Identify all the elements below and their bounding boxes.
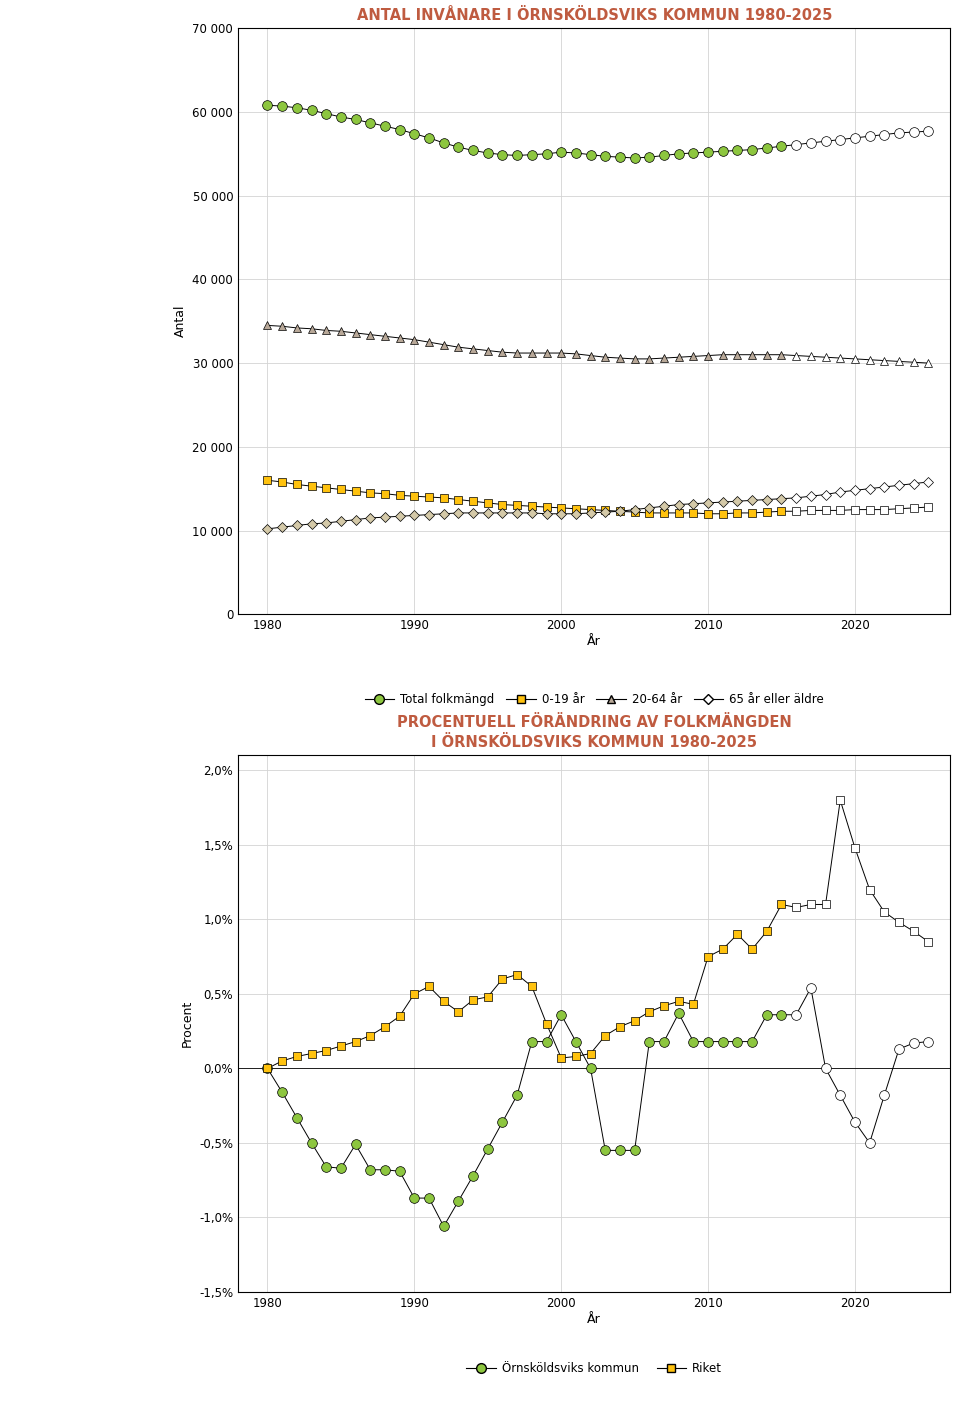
Text: HUR UTVECKLAS
FOLKMÄNGDEN?: HUR UTVECKLAS FOLKMÄNGDEN? <box>22 99 146 128</box>
X-axis label: År: År <box>588 1313 601 1326</box>
Text: ① Historisk utveckling av
folkmängden 1980-2015
samt prognostiserad
folkmängd 20: ① Historisk utveckling av folkmängden 19… <box>22 21 179 69</box>
Text: 8: 8 <box>104 1372 115 1391</box>
X-axis label: År: År <box>588 635 601 648</box>
Title: ANTAL INVÅNARE I ÖRNSKÖLDSVIKS KOMMUN 1980-2025: ANTAL INVÅNARE I ÖRNSKÖLDSVIKS KOMMUN 19… <box>356 8 832 23</box>
Y-axis label: Antal: Antal <box>174 305 187 337</box>
Text: HUR SNABBT ÄNDRAS
FOLKMÄNGDEN?: HUR SNABBT ÄNDRAS FOLKMÄNGDEN? <box>22 805 186 834</box>
Title: PROCENTUELL FÖRÄNDRING AV FOLKMÄNGDEN
I ÖRNSKÖLDSVIKS KOMMUN 1980-2025: PROCENTUELL FÖRÄNDRING AV FOLKMÄNGDEN I … <box>396 716 792 750</box>
Legend: Total folkmängd, 0-19 år, 20-64 år, 65 år eller äldre: Total folkmängd, 0-19 år, 20-64 år, 65 å… <box>360 689 828 710</box>
Y-axis label: Procent: Procent <box>180 1000 194 1048</box>
Text: ① Historisk utveckling av
den årliga procentuella
förändringen av
folkmängden 19: ① Historisk utveckling av den årliga pro… <box>22 652 179 741</box>
Text: Folkmängden kan delas upp
i tre åldersgrupper: 0-19 år,
20-64 år samt 65 och äld: Folkmängden kan delas upp i tre åldersgr… <box>22 172 168 367</box>
Legend: Örnsköldsviks kommun, Riket: Örnsköldsviks kommun, Riket <box>462 1357 727 1380</box>
Text: I diagrammet till höger kan
man jämföra kommunens
procentuella förändring av
fol: I diagrammet till höger kan man jämföra … <box>22 878 167 1065</box>
